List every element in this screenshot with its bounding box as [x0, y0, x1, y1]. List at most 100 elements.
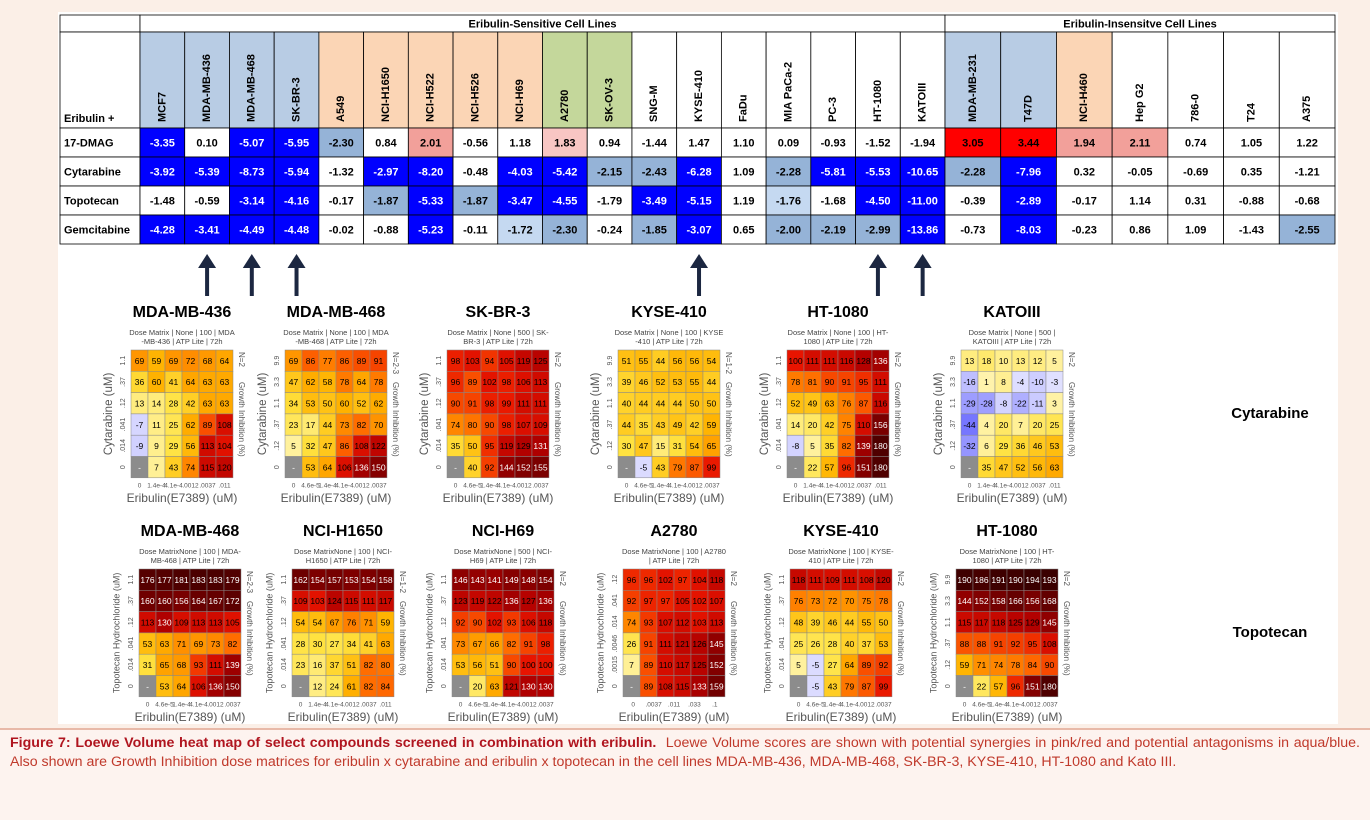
table-cell	[944, 127, 1002, 158]
heat-value: 44	[845, 618, 855, 628]
panel-title: KATOIII	[983, 304, 1040, 321]
column-header: MDA-MB-436	[201, 54, 213, 122]
heat-value: 57	[994, 681, 1004, 691]
heat-value: 24	[330, 681, 340, 691]
table-value: 0.74	[1185, 137, 1207, 149]
heat-value: 107	[658, 618, 672, 628]
table-value: -11.00	[907, 195, 938, 207]
table-cell	[899, 214, 946, 245]
y-tick-label: 1.1	[950, 398, 957, 408]
heat-value: 46	[639, 377, 649, 387]
heat-value: 95	[1028, 639, 1038, 649]
heat-value: 23	[289, 420, 299, 430]
table-value: -2.99	[865, 224, 890, 236]
table-value: -0.93	[821, 137, 846, 149]
table-value: -6.28	[686, 166, 711, 178]
heat-value: 9	[154, 441, 159, 451]
heat-value: 47	[999, 462, 1009, 472]
heat-value: 72	[186, 356, 196, 366]
panel-title: A2780	[650, 523, 697, 540]
heat-value: 98	[485, 399, 495, 409]
heat-value: 141	[487, 575, 501, 585]
heat-cell	[707, 675, 726, 698]
x-axis-label: Eribulin(E7389) (uM)	[786, 710, 897, 724]
heat-value: 105	[675, 596, 689, 606]
heat-value: 124	[327, 596, 341, 606]
y-tick-label: 1.1	[779, 575, 786, 585]
table-value: 0.65	[733, 224, 754, 236]
x-tick-label: 1.4e-4	[172, 702, 191, 709]
value-axis-label: Growth Inhibition (%)	[1062, 601, 1071, 676]
heat-value: 71	[977, 660, 987, 670]
heat-value: 31	[143, 660, 153, 670]
heat-value: 57	[825, 462, 835, 472]
table-value: -1.44	[642, 137, 668, 149]
table-value: -1.48	[150, 195, 175, 207]
heat-value: 40	[845, 639, 855, 649]
x-tick-label: 4.1e-4	[1006, 702, 1025, 709]
y-tick-label: 0	[776, 465, 783, 469]
heat-value: 20	[999, 420, 1009, 430]
heat-value: 55	[862, 618, 872, 628]
heat-value: 4	[984, 420, 989, 430]
heat-value: 35	[982, 462, 992, 472]
heat-value: 70	[374, 420, 384, 430]
heat-value: -	[292, 462, 295, 472]
heat-value: 64	[845, 660, 855, 670]
table-value: -5.81	[821, 166, 846, 178]
heat-value: 53	[306, 462, 316, 472]
heat-value: 153	[344, 575, 358, 585]
heat-value: 7	[629, 660, 634, 670]
y-tick-label: .12	[945, 660, 952, 670]
table-value: -5.15	[686, 195, 711, 207]
heat-value: 98	[451, 356, 461, 366]
heat-value: -5	[812, 681, 820, 691]
table-cell	[407, 156, 454, 187]
heat-value: 180	[1042, 681, 1056, 691]
heat-value: -	[146, 681, 149, 691]
x-axis-label: Eribulin(E7389) (uM)	[135, 710, 246, 724]
heat-value: 119	[500, 441, 514, 451]
heat-value: 15	[656, 441, 666, 451]
x-tick-label: .0012	[182, 483, 199, 490]
y-tick-label: .12	[120, 398, 127, 408]
table-cell	[899, 156, 946, 187]
heat-value: 99	[707, 462, 717, 472]
y-tick-label: 9.9	[950, 356, 957, 366]
x-axis-label: Eribulin(E7389) (uM)	[281, 491, 392, 505]
y-tick-label: .014	[281, 658, 288, 672]
heat-value: 6	[984, 441, 989, 451]
column-header-cell	[676, 31, 722, 129]
column-header-cell	[1223, 31, 1280, 129]
y-tick-label: .37	[945, 639, 952, 649]
column-header-cell	[1000, 31, 1057, 129]
panel-subtitle: Dose MatrixNone | 100 | KYSE-	[788, 547, 894, 556]
heat-value: 106	[337, 462, 351, 472]
y-tick-label: .12	[281, 617, 288, 627]
table-cell	[184, 185, 230, 216]
x-tick-label: 1.4e-4	[318, 483, 337, 490]
heat-value: -8	[792, 441, 800, 451]
heat-value: 55	[690, 377, 700, 387]
heat-value: 96	[1011, 681, 1021, 691]
table-value: -0.05	[1127, 166, 1152, 178]
panel-title: KYSE-410	[631, 304, 707, 321]
y-tick-label: .041	[436, 418, 443, 432]
heat-value: 69	[169, 356, 179, 366]
replicate-count: N=2	[553, 352, 562, 367]
table-value: -1.85	[642, 224, 667, 236]
heat-value: 156	[1025, 596, 1039, 606]
heat-value: -3	[1051, 377, 1059, 387]
heat-value: 109	[174, 618, 188, 628]
column-header-cell	[855, 31, 901, 129]
x-tick-label: 0	[625, 483, 629, 490]
heat-value: 14	[791, 420, 801, 430]
heat-value: 145	[709, 639, 723, 649]
table-value: -1.68	[821, 195, 846, 207]
value-axis-label: Growth Inhibition (%)	[391, 382, 400, 457]
table-cell	[1278, 185, 1336, 216]
heat-value: 168	[1042, 596, 1056, 606]
x-tick-label: .0037	[645, 702, 662, 709]
table-value: -2.55	[1295, 224, 1320, 236]
x-tick-label: .0012	[353, 483, 370, 490]
